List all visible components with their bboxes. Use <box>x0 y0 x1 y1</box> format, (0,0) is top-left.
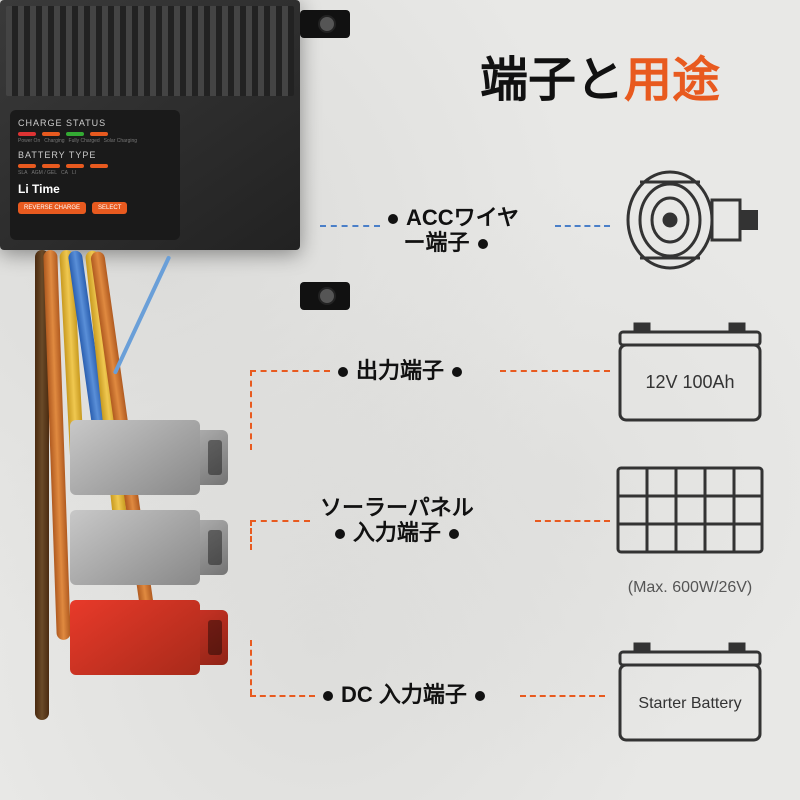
dot-icon <box>478 239 488 249</box>
dash-dc-h2 <box>520 695 605 697</box>
dash-acc-2 <box>555 225 610 227</box>
charge-status-leds <box>18 132 172 136</box>
starter-battery-icon: Starter Battery <box>610 640 770 755</box>
connector-output-grey <box>70 420 200 495</box>
battery-type-leds <box>18 164 172 168</box>
dash-out-v <box>250 370 252 450</box>
terminal-label-output: 出力端子 <box>330 358 470 383</box>
battery-type-heading: BATTERY TYPE <box>18 150 172 160</box>
dot-icon <box>452 367 462 377</box>
dash-solar-v <box>250 520 252 550</box>
device-buttons: REVERSE CHARGE SELECT <box>18 202 172 214</box>
title-part3: 用途 <box>624 54 720 107</box>
starter-battery-label-text: Starter Battery <box>638 695 741 712</box>
dash-solar-h2 <box>535 520 610 522</box>
led-sla <box>18 164 36 168</box>
select-button: SELECT <box>92 202 127 214</box>
charge-status-captions: Power On Charging Fully Charged Solar Ch… <box>18 138 172 144</box>
device-front-panel: CHARGE STATUS Power On Charging Fully Ch… <box>10 110 180 240</box>
led-fully-charged <box>66 132 84 136</box>
terminal-label-solar: ソーラーパネル 入力端子 <box>320 495 474 546</box>
battery-label-text: 12V 100Ah <box>645 372 734 392</box>
battery-type-captions: SLA AGM / GEL CA LI <box>18 170 172 176</box>
terminal-label-acc: ACCワイヤ ー端子 <box>380 205 519 256</box>
dash-solar-h1 <box>250 520 310 522</box>
title-part2: と <box>576 54 624 107</box>
dash-out-h1 <box>250 370 330 372</box>
dot-icon <box>323 691 333 701</box>
led-charging <box>42 132 60 136</box>
dash-acc-1 <box>320 225 380 227</box>
dash-out-h2 <box>500 370 610 372</box>
dash-dc-h1 <box>250 695 315 697</box>
led-li <box>90 164 108 168</box>
alternator-icon <box>610 160 770 285</box>
led-power-on <box>18 132 36 136</box>
solar-caption: (Max. 600W/26V) <box>610 579 770 597</box>
battery-12v-icon: 12V 100Ah <box>610 320 770 435</box>
dot-icon <box>475 691 485 701</box>
dot-icon <box>335 529 345 539</box>
dash-dc-v <box>250 640 252 695</box>
device-brand: Li Time <box>18 182 172 196</box>
title-part1: 端子 <box>480 54 576 107</box>
led-agm <box>42 164 60 168</box>
led-ca <box>66 164 84 168</box>
device-body: CHARGE STATUS Power On Charging Fully Ch… <box>0 0 300 250</box>
page-title: 端子と用途 <box>480 40 720 110</box>
mounting-tab-bottom <box>300 282 350 310</box>
dot-icon <box>449 529 459 539</box>
connector-solar-grey <box>70 510 200 585</box>
device-heatsink-fins <box>6 6 294 96</box>
reverse-charge-button: REVERSE CHARGE <box>18 202 86 214</box>
terminal-label-dc: DC 入力端子 <box>315 682 493 707</box>
connector-dc-red <box>70 600 200 675</box>
dot-icon <box>338 367 348 377</box>
solar-panel-icon: (Max. 600W/26V) <box>610 460 770 597</box>
led-solar-charging <box>90 132 108 136</box>
charge-status-heading: CHARGE STATUS <box>18 118 172 128</box>
mounting-tab-top <box>300 10 350 38</box>
dot-icon <box>388 214 398 224</box>
